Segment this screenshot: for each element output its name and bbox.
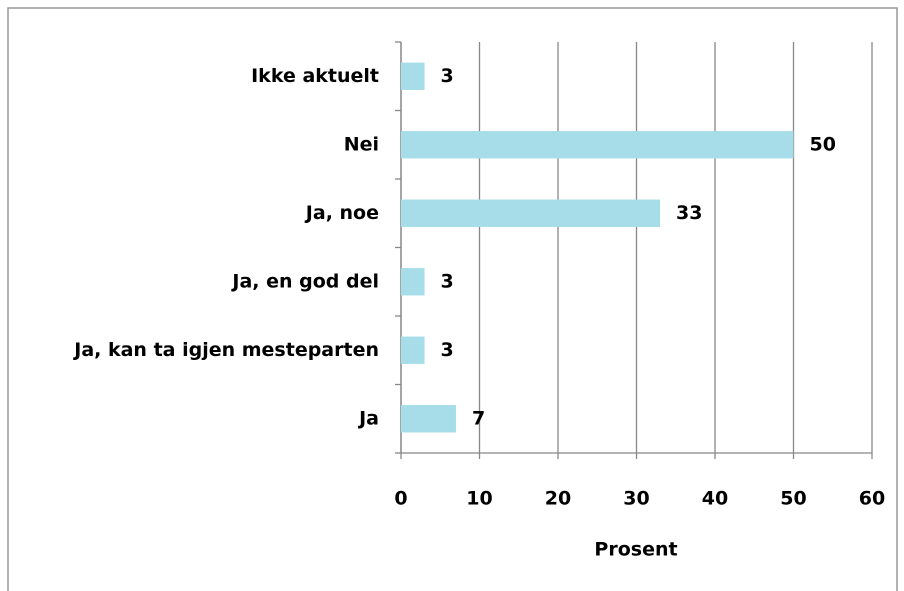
data-label: 3 bbox=[441, 339, 454, 361]
y-tick-label: Ikke aktuelt bbox=[251, 65, 379, 87]
bar bbox=[401, 62, 425, 90]
y-tick-label: Nei bbox=[344, 133, 379, 155]
data-label: 3 bbox=[441, 65, 454, 87]
bar bbox=[401, 131, 794, 159]
data-label: 33 bbox=[676, 202, 702, 224]
x-tick-label: 30 bbox=[623, 488, 649, 510]
bar bbox=[401, 199, 661, 227]
chart-frame bbox=[7, 7, 898, 591]
data-label: 3 bbox=[441, 270, 454, 292]
x-tick-label: 40 bbox=[702, 488, 728, 510]
bar bbox=[401, 405, 456, 433]
data-label: 7 bbox=[472, 407, 485, 429]
x-tick-label: 60 bbox=[859, 488, 885, 510]
x-tick-label: 10 bbox=[466, 488, 492, 510]
x-axis-label: Prosent bbox=[594, 539, 677, 561]
x-tick-label: 20 bbox=[545, 488, 571, 510]
data-label: 50 bbox=[810, 133, 836, 155]
x-tick-label: 0 bbox=[394, 488, 407, 510]
y-tick-label: Ja, noe bbox=[304, 202, 379, 224]
bar bbox=[401, 268, 425, 296]
y-tick-label: Ja bbox=[357, 407, 379, 429]
bar bbox=[401, 336, 425, 364]
y-tick-label: Ja, kan ta igjen mesteparten bbox=[72, 339, 379, 361]
x-tick-label: 50 bbox=[780, 488, 806, 510]
y-tick-label: Ja, en god del bbox=[230, 270, 379, 292]
